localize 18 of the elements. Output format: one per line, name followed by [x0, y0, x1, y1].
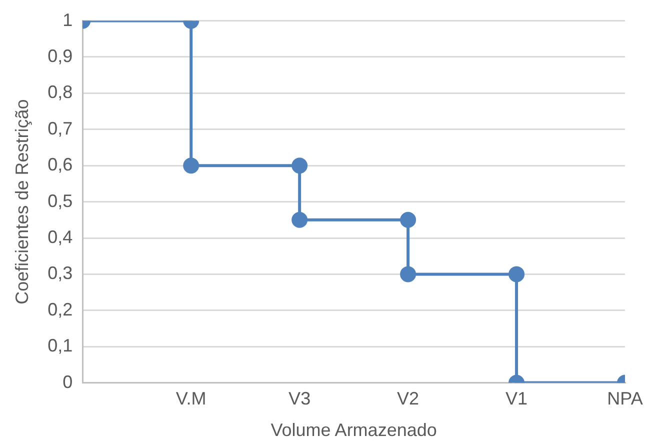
y-tick-label: 0,3	[48, 263, 73, 284]
y-tick-label: 0,7	[48, 118, 73, 138]
y-tick-label: 0,4	[48, 226, 73, 247]
y-tick-label: 0	[62, 372, 73, 392]
x-tick-label: V2	[397, 388, 420, 409]
y-tick-label: 0,1	[48, 336, 73, 356]
x-tick-label: V3	[288, 388, 311, 409]
y-tick-label: 0,9	[48, 46, 73, 66]
x-tick-label: NPA	[607, 388, 643, 409]
y-axis-title: Coeficientes de Restrição	[12, 99, 32, 304]
x-tick-label: V1	[506, 388, 528, 409]
y-tick-label: 0,5	[48, 190, 73, 211]
y-tick-label: 1	[62, 10, 73, 30]
x-axis-title: Volume Armazenado	[270, 420, 437, 440]
x-tick-label: V.M	[176, 388, 206, 409]
y-tick-label: 0,2	[48, 299, 73, 320]
y-tick-label: 0,6	[48, 154, 73, 175]
y-tick-label: 0,8	[48, 82, 73, 102]
